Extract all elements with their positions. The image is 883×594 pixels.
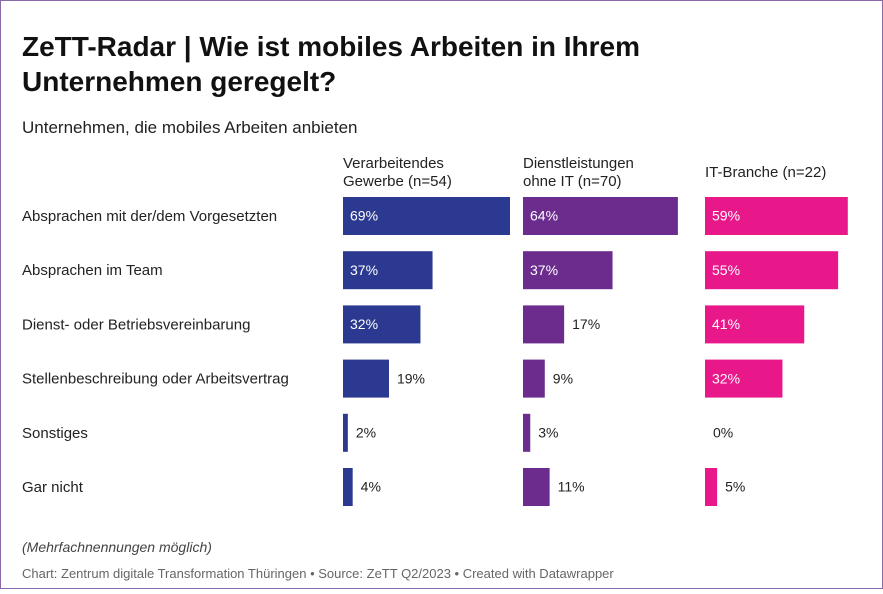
bar (343, 468, 353, 506)
value-label: 2% (356, 425, 376, 441)
value-label: 37% (350, 262, 378, 278)
bar (523, 468, 550, 506)
category-label: Absprachen mit der/dem Vorgesetzten (22, 208, 277, 225)
source: Chart: Zentrum digitale Transformation T… (22, 566, 614, 581)
value-label: 11% (558, 479, 585, 495)
column-header: IT-Branche (n=22) (705, 164, 826, 181)
column-header: Dienstleistungen ohne IT (n=70) (523, 155, 634, 190)
value-label: 69% (350, 208, 378, 224)
bar (523, 251, 613, 290)
value-label: 55% (712, 262, 740, 278)
bar (343, 197, 510, 235)
value-label: 64% (530, 208, 558, 224)
chart-title-text: ZeTT-Radar | Wie ist mobiles Arbeiten in… (22, 31, 640, 97)
bar (343, 305, 421, 344)
value-label: 19% (397, 370, 425, 386)
category-label: Dienst- oder Betriebsvereinbarung (22, 316, 250, 333)
subtitle: Unternehmen, die mobiles Arbeiten anbiet… (22, 118, 358, 137)
chart-title: ZeTT-Radar | Wie ist mobiles Arbeiten in… (22, 31, 640, 97)
category-label: Gar nicht (22, 479, 84, 496)
bar (343, 413, 348, 452)
value-label: 9% (553, 370, 573, 386)
value-label: 32% (712, 370, 740, 386)
note: (Mehrfachnennungen möglich) (22, 539, 212, 555)
bar (705, 197, 848, 235)
value-label: 17% (572, 316, 600, 332)
bar (523, 413, 531, 452)
value-label: 37% (530, 262, 558, 278)
bar (705, 305, 805, 344)
category-label: Sonstiges (22, 425, 88, 442)
value-label: 0% (713, 425, 733, 441)
value-label: 4% (361, 479, 381, 495)
column-header: Verarbeitendes Gewerbe (n=54) (343, 155, 452, 190)
bar (523, 359, 545, 398)
bar (343, 251, 433, 290)
value-label: 59% (712, 208, 740, 224)
category-label: Absprachen im Team (22, 262, 163, 279)
category-label: Stellenbeschreibung oder Arbeitsvertrag (22, 371, 289, 388)
bar (705, 468, 718, 506)
bar (705, 251, 839, 290)
value-label: 3% (538, 425, 558, 441)
value-label: 5% (725, 479, 745, 495)
value-label: 41% (712, 316, 740, 332)
bar (523, 197, 678, 235)
bar (523, 305, 565, 344)
value-label: 32% (350, 316, 378, 332)
bar (343, 359, 389, 398)
bar (705, 359, 783, 398)
